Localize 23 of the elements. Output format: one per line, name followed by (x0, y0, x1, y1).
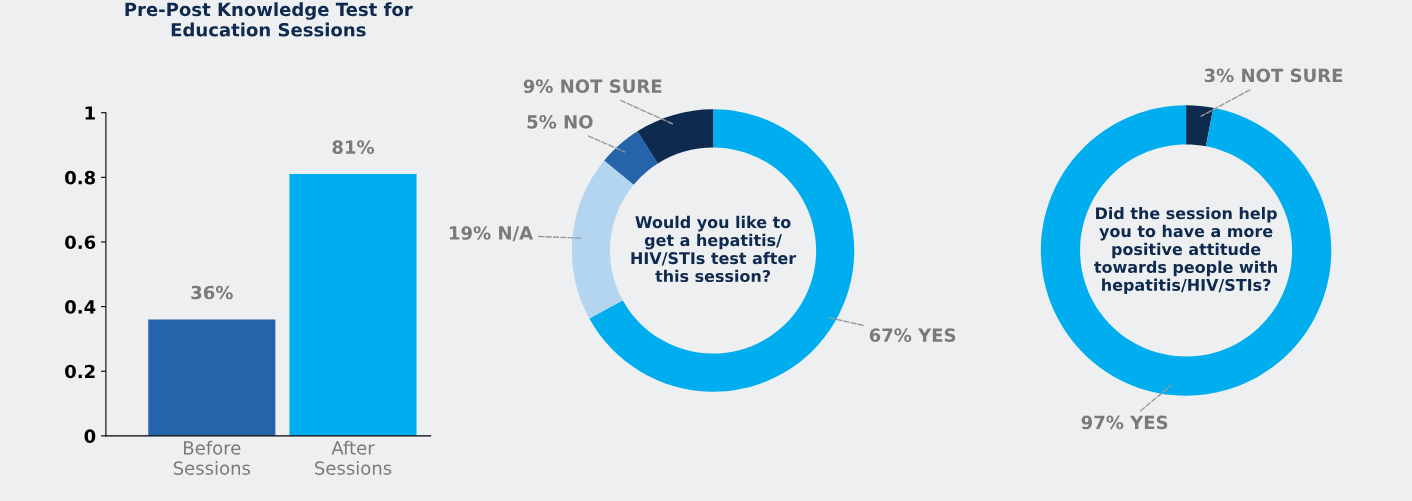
chart-title: Pre-Post Knowledge Test for Education Sessions (125, 2, 413, 37)
donut-slice (604, 131, 658, 185)
y-tick-label: 0.4 (65, 300, 96, 314)
donut-slice (1040, 105, 1332, 396)
slice-label: 97% YES (1081, 415, 1168, 430)
slice-label: 67% YES (869, 328, 956, 342)
x-tick-label: After Sessions (315, 440, 392, 475)
y-tick-label: 0.8 (65, 170, 96, 185)
text: Would you like to get a hepatitis/ HIV/STIs test after this session? (631, 215, 797, 283)
slice-label: 19% N/A (449, 226, 534, 242)
x-tick-label: Before Sessions (173, 440, 251, 475)
y-tick-label: 0.2 (65, 364, 95, 379)
slice-label: 9% NOT SURE (523, 79, 662, 94)
data-label: 81% (332, 140, 375, 154)
data-label: 36% (191, 285, 233, 300)
donut-slice (637, 109, 714, 164)
text: Did the session help you to have a more positive attitude towards people with hepatitis/HIV/STIs? (1094, 206, 1277, 295)
slice-label: 3% NOT SURE (1204, 68, 1343, 83)
slice-label: 5% NO (527, 114, 593, 129)
y-tick-label: 1 (85, 106, 95, 120)
donut-slice (1186, 105, 1214, 147)
y-tick-label: 0 (84, 429, 96, 443)
y-tick-label: 0.6 (65, 235, 96, 250)
